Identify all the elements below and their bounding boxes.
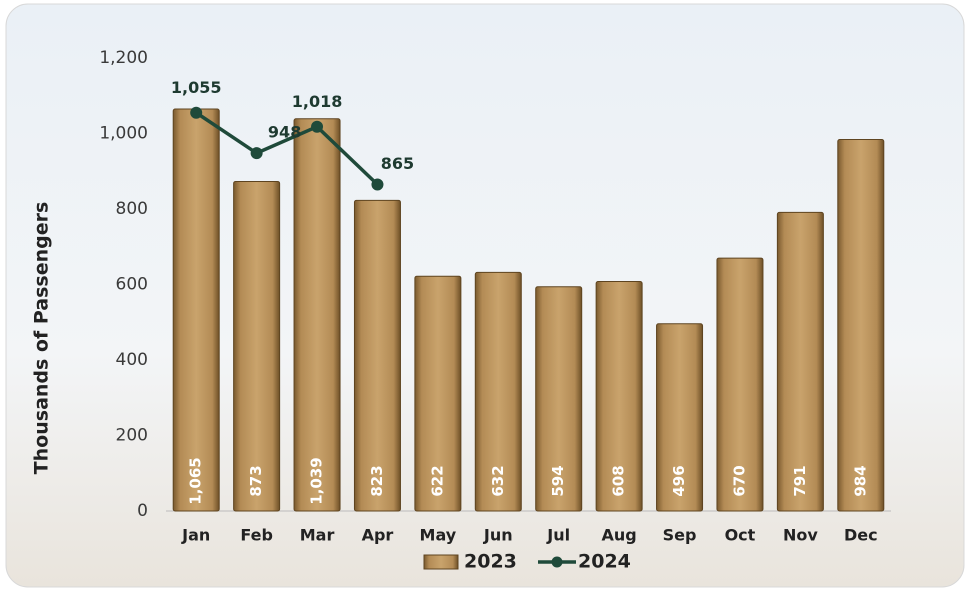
bar	[172, 108, 220, 512]
bar-value-label: 873	[247, 465, 265, 496]
bar	[233, 180, 281, 512]
bar	[353, 199, 401, 512]
y-tick-label: 1,200	[99, 48, 148, 68]
x-tick-label: Aug	[602, 526, 637, 545]
y-tick-label: 800	[116, 199, 148, 219]
line-value-label: 1,018	[292, 92, 343, 111]
line-value-label: 865	[381, 154, 414, 173]
bar-value-label: 608	[610, 465, 628, 496]
bar-value-label: 1,065	[187, 457, 205, 504]
bar	[716, 257, 764, 512]
x-tick-label: Dec	[844, 526, 878, 545]
bar-value-label: 622	[428, 465, 446, 496]
x-tick-label: May	[420, 526, 457, 545]
legend-label: 2024	[578, 551, 631, 573]
bar	[293, 118, 341, 512]
x-tick-label: Jun	[483, 526, 513, 545]
bar	[414, 275, 462, 512]
y-axis-title: Thousands of Passengers	[31, 202, 53, 475]
x-tick-label: Feb	[240, 526, 273, 545]
bar	[595, 280, 643, 512]
y-tick-label: 1,000	[99, 124, 148, 144]
bar-value-label: 823	[368, 465, 386, 496]
line-marker	[311, 120, 324, 133]
bar	[837, 139, 885, 512]
bar-value-label: 632	[489, 465, 507, 496]
bar-value-label: 1,039	[308, 457, 326, 504]
x-tick-label: Jul	[546, 526, 570, 545]
x-tick-label: Mar	[300, 526, 335, 545]
bar-value-label: 670	[730, 465, 748, 496]
bar	[656, 323, 704, 512]
line-marker	[190, 106, 203, 119]
line-marker	[371, 178, 384, 191]
y-tick-label: 400	[116, 350, 148, 370]
bar-value-label: 791	[791, 465, 809, 496]
bar-value-label: 496	[670, 465, 688, 496]
legend-swatch-marker	[551, 556, 563, 568]
y-tick-label: 0	[137, 501, 148, 521]
bar	[535, 286, 583, 512]
x-tick-label: Oct	[725, 526, 756, 545]
line	[195, 111, 379, 186]
x-tick-label: Sep	[663, 526, 697, 545]
x-tick-label: Apr	[362, 526, 394, 545]
x-tick-label: Jan	[181, 526, 210, 545]
line-value-label: 948	[268, 123, 301, 142]
y-tick-label: 600	[116, 275, 148, 295]
bar-value-label: 984	[851, 465, 869, 496]
legend-swatch	[423, 554, 459, 570]
legend-label: 2023	[464, 551, 517, 573]
line-marker	[250, 147, 263, 160]
bar-value-label: 594	[549, 465, 567, 496]
line-value-label: 1,055	[171, 78, 222, 97]
bar	[776, 211, 824, 512]
y-tick-label: 200	[116, 426, 148, 446]
x-tick-label: Nov	[783, 526, 818, 545]
bar	[474, 271, 522, 512]
